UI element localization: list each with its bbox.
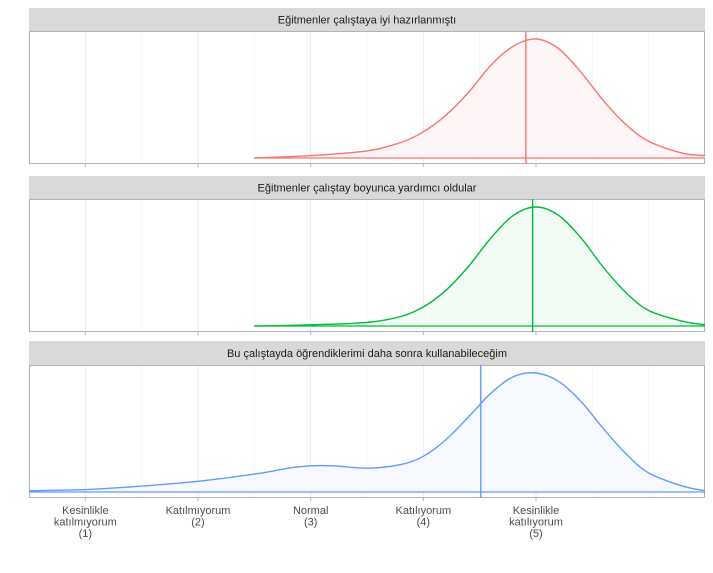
- plot-border: [29, 31, 705, 164]
- panel-title: Bu çalıştayda öğrendiklerimi daha sonra …: [227, 348, 507, 360]
- x-tick-label-line: Normal: [293, 505, 328, 517]
- x-tick-label-line: (2): [191, 517, 204, 529]
- x-tick-label-line: (4): [417, 517, 430, 529]
- panel-title: Eğitmenler çalıştay boyunca yardımcı old…: [258, 183, 477, 195]
- x-tick-label: Katılmıyorum (2): [166, 505, 231, 529]
- x-tick-label-line: Kesinlikle: [513, 505, 559, 517]
- x-tick-label-line: Kesinlikle: [62, 505, 108, 517]
- density-fill: [254, 39, 706, 158]
- plot-border: [29, 365, 705, 498]
- panel-title: Eğitmenler çalıştaya iyi hazırlanmıştı: [278, 15, 457, 27]
- density-curve: [28, 372, 706, 492]
- density-fill: [29, 373, 705, 492]
- density-curve: [254, 38, 706, 159]
- panel-1: Eğitmenler çalıştaya iyi hazırlanmıştı: [29, 8, 706, 167]
- x-tick-label: Kesinlikle katılıyorum (5): [509, 505, 563, 540]
- x-tick-label: Kesinlikle katılmıyorum (1): [54, 505, 117, 540]
- x-tick-label-line: (3): [304, 517, 317, 529]
- density-fill: [254, 207, 706, 326]
- panel-strip: [29, 341, 705, 365]
- panel-3: Bu çalıştayda öğrendiklerimi daha sonra …: [28, 341, 706, 501]
- panel-strip: [29, 8, 705, 31]
- x-tick-label-line: Katılmıyorum: [166, 505, 231, 517]
- panel-strip: [29, 176, 705, 199]
- density-curve: [254, 206, 706, 327]
- x-tick-label-line: katılmıyorum: [54, 517, 117, 529]
- x-tick-label-line: (1): [79, 528, 92, 540]
- x-tick-label-line: (5): [529, 528, 542, 540]
- x-tick-label-line: katılıyorum: [509, 517, 563, 529]
- plot-border: [29, 199, 705, 332]
- x-tick-label: Katılıyorum (4): [396, 505, 452, 529]
- x-tick-label-line: Katılıyorum: [396, 505, 452, 517]
- x-tick-label: Normal (3): [293, 505, 328, 529]
- panel-2: Eğitmenler çalıştay boyunca yardımcı old…: [29, 176, 706, 335]
